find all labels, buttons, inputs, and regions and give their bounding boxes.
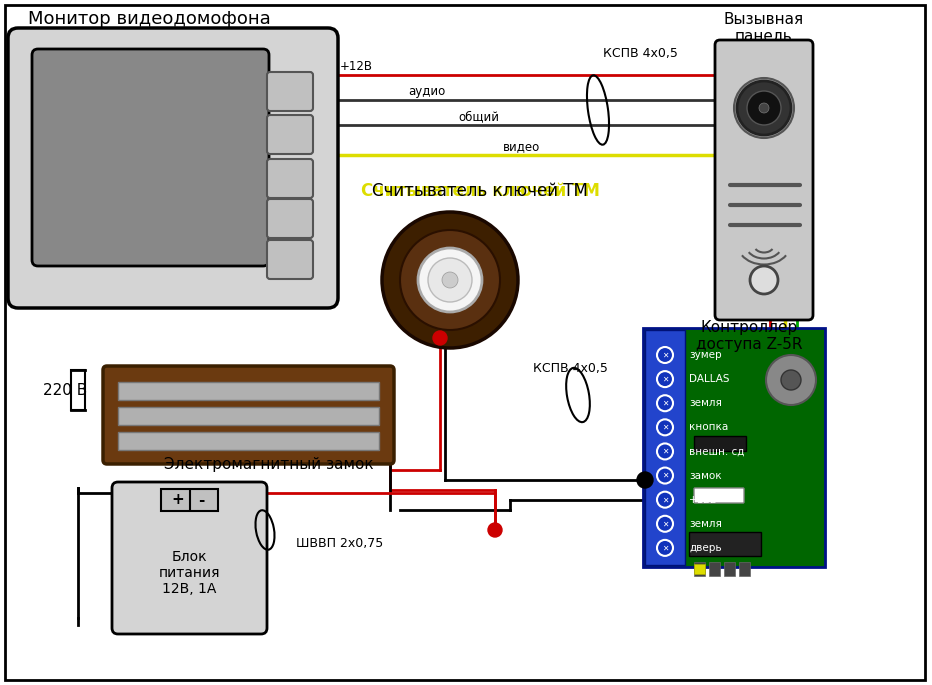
Text: Считыватель ключей ТМ: Считыватель ключей ТМ (372, 182, 588, 200)
Text: внешн. сд: внешн. сд (689, 447, 745, 456)
Text: Считыватель ключей ТМ: Считыватель ключей ТМ (361, 182, 599, 200)
FancyBboxPatch shape (267, 199, 313, 238)
Circle shape (637, 472, 653, 488)
FancyBboxPatch shape (694, 488, 744, 503)
Text: -: - (199, 493, 205, 508)
FancyBboxPatch shape (161, 489, 218, 511)
FancyBboxPatch shape (643, 328, 825, 567)
Circle shape (382, 212, 518, 348)
Circle shape (750, 266, 778, 294)
FancyBboxPatch shape (694, 436, 746, 451)
Circle shape (657, 443, 673, 460)
FancyBboxPatch shape (645, 330, 685, 565)
FancyBboxPatch shape (689, 532, 761, 556)
Text: Монитор видеодомофона: Монитор видеодомофона (28, 10, 271, 28)
Text: Электромагнитный замок: Электромагнитный замок (164, 457, 374, 472)
Text: ✕: ✕ (662, 519, 668, 528)
FancyBboxPatch shape (103, 366, 394, 464)
Text: ✕: ✕ (662, 471, 668, 480)
Circle shape (759, 103, 769, 113)
Circle shape (433, 331, 447, 345)
Text: зумер: зумер (689, 350, 721, 360)
Text: +12В: +12В (340, 60, 373, 73)
Circle shape (781, 370, 801, 390)
FancyBboxPatch shape (724, 562, 735, 576)
FancyBboxPatch shape (112, 482, 267, 634)
Text: DALLAS: DALLAS (689, 374, 730, 384)
Text: общий: общий (458, 110, 499, 123)
Circle shape (737, 81, 791, 135)
Text: ✕: ✕ (662, 447, 668, 456)
FancyBboxPatch shape (71, 370, 85, 410)
Text: Контроллер
доступа Z-5R: Контроллер доступа Z-5R (696, 320, 802, 352)
FancyBboxPatch shape (267, 240, 313, 279)
Circle shape (657, 516, 673, 532)
Circle shape (657, 347, 673, 363)
Text: земля: земля (689, 519, 722, 529)
Circle shape (747, 91, 781, 125)
Text: кнопка: кнопка (689, 423, 728, 432)
FancyBboxPatch shape (709, 562, 720, 576)
Circle shape (657, 419, 673, 436)
FancyBboxPatch shape (267, 72, 313, 111)
Circle shape (734, 78, 794, 138)
Circle shape (657, 371, 673, 387)
Circle shape (418, 248, 482, 312)
Text: земля: земля (689, 398, 722, 408)
Circle shape (657, 468, 673, 484)
FancyBboxPatch shape (118, 407, 379, 425)
FancyBboxPatch shape (739, 562, 750, 576)
Text: ✕: ✕ (662, 351, 668, 360)
Text: 220 В: 220 В (43, 382, 88, 397)
Text: ШВВП 2х0,75: ШВВП 2х0,75 (296, 537, 384, 550)
Circle shape (400, 230, 500, 330)
Circle shape (657, 492, 673, 508)
Text: ✕: ✕ (662, 423, 668, 432)
Text: дверь: дверь (689, 543, 721, 553)
Circle shape (442, 272, 458, 288)
FancyBboxPatch shape (118, 382, 379, 400)
Text: +: + (171, 493, 184, 508)
Text: ✕: ✕ (662, 399, 668, 408)
Text: аудио: аудио (408, 85, 445, 98)
FancyBboxPatch shape (267, 159, 313, 198)
FancyBboxPatch shape (694, 564, 705, 574)
Text: +12В: +12В (689, 495, 718, 505)
Text: КСПВ 4х0,5: КСПВ 4х0,5 (533, 362, 608, 375)
Circle shape (657, 540, 673, 556)
Text: Вызывная
панель: Вызывная панель (724, 12, 804, 45)
FancyBboxPatch shape (694, 562, 705, 576)
FancyBboxPatch shape (32, 49, 269, 266)
Circle shape (428, 258, 472, 302)
FancyBboxPatch shape (715, 40, 813, 320)
Text: Блок
питания
12В, 1А: Блок питания 12В, 1А (158, 550, 220, 596)
FancyBboxPatch shape (118, 432, 379, 450)
Circle shape (766, 355, 816, 405)
Text: КСПВ 4х0,5: КСПВ 4х0,5 (603, 47, 678, 60)
Text: видео: видео (503, 140, 541, 153)
Circle shape (488, 523, 502, 537)
Text: ✕: ✕ (662, 495, 668, 504)
Text: замок: замок (689, 471, 721, 481)
Text: ✕: ✕ (662, 543, 668, 552)
Circle shape (657, 395, 673, 411)
FancyBboxPatch shape (267, 115, 313, 154)
FancyBboxPatch shape (8, 28, 338, 308)
Text: ✕: ✕ (662, 375, 668, 384)
